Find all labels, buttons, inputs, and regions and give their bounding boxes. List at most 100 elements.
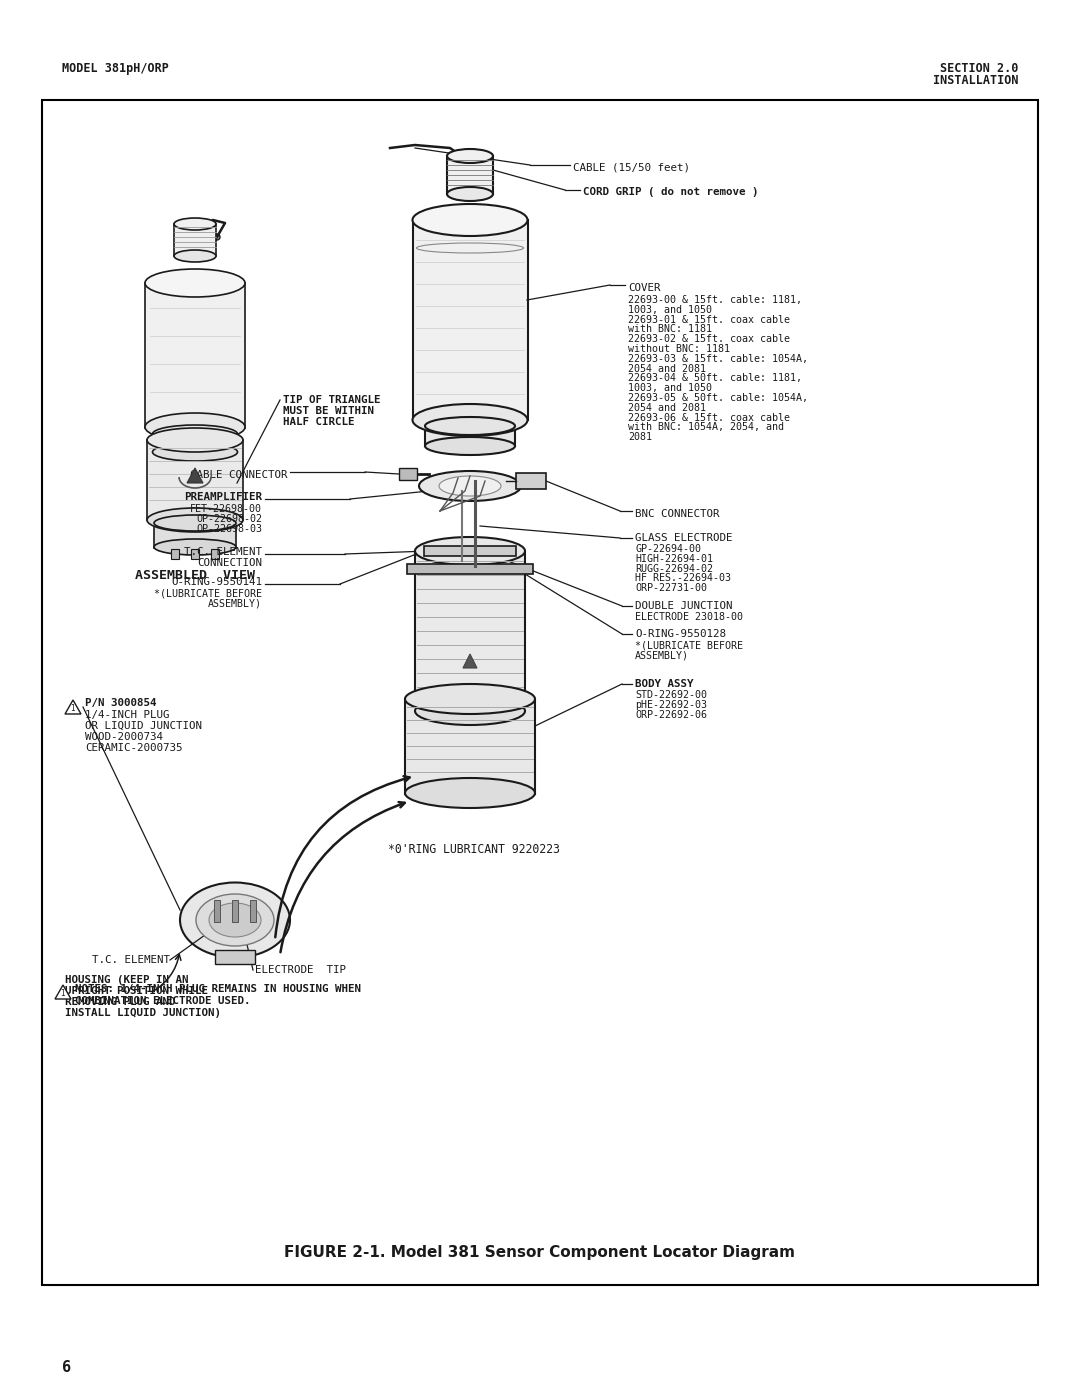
- Text: PREAMPLIFIER: PREAMPLIFIER: [184, 492, 262, 502]
- Ellipse shape: [447, 149, 492, 163]
- Text: CERAMIC-2000735: CERAMIC-2000735: [85, 743, 183, 753]
- Bar: [407, 564, 534, 574]
- Ellipse shape: [147, 427, 243, 453]
- Text: with BNC: 1054A, 2054, and: with BNC: 1054A, 2054, and: [627, 422, 784, 433]
- Bar: [424, 546, 516, 556]
- Text: RUGG-22694-02: RUGG-22694-02: [635, 563, 713, 574]
- Text: OR LIQUID JUNCTION: OR LIQUID JUNCTION: [85, 721, 202, 731]
- Bar: [174, 224, 216, 256]
- Text: COMBINATION ELECTRODE USED.: COMBINATION ELECTRODE USED.: [75, 996, 251, 1006]
- Bar: [399, 468, 417, 481]
- Ellipse shape: [415, 697, 525, 725]
- Text: ASSEMBLY): ASSEMBLY): [635, 650, 689, 659]
- Text: T.C. ELEMENT: T.C. ELEMENT: [184, 548, 262, 557]
- Bar: [405, 698, 535, 793]
- Text: MUST BE WITHIN: MUST BE WITHIN: [283, 407, 374, 416]
- Bar: [171, 549, 179, 559]
- Text: ORP-22692-06: ORP-22692-06: [635, 710, 707, 719]
- Text: INSTALL LIQUID JUNCTION): INSTALL LIQUID JUNCTION): [65, 1009, 221, 1018]
- Text: without BNC: 1181: without BNC: 1181: [627, 344, 730, 353]
- Text: 22693-04 & 50ft. cable: 1181,: 22693-04 & 50ft. cable: 1181,: [627, 373, 802, 383]
- Circle shape: [214, 235, 220, 240]
- Text: HOUSING (KEEP IN AN: HOUSING (KEEP IN AN: [65, 975, 189, 985]
- Text: 2054 and 2081: 2054 and 2081: [627, 363, 706, 373]
- Text: 22693-02 & 15ft. coax cable: 22693-02 & 15ft. coax cable: [627, 334, 789, 344]
- Bar: [447, 156, 492, 194]
- Text: 6: 6: [62, 1361, 71, 1375]
- Bar: [147, 440, 243, 520]
- Text: MODEL 381pH/ORP: MODEL 381pH/ORP: [62, 61, 168, 75]
- Bar: [154, 522, 237, 548]
- Text: CABLE (15/50 feet): CABLE (15/50 feet): [573, 162, 690, 172]
- Bar: [215, 950, 255, 964]
- Bar: [426, 426, 515, 446]
- Text: FET-22698-00: FET-22698-00: [190, 504, 262, 514]
- Text: ASSEMBLED  VIEW: ASSEMBLED VIEW: [135, 569, 255, 583]
- Bar: [249, 900, 256, 922]
- Ellipse shape: [180, 883, 291, 957]
- Ellipse shape: [405, 685, 535, 714]
- Text: pHE-22692-03: pHE-22692-03: [635, 700, 707, 710]
- Ellipse shape: [145, 414, 245, 441]
- Text: BODY ASSY: BODY ASSY: [635, 679, 693, 689]
- Text: 2081: 2081: [627, 432, 652, 443]
- Text: 1003, and 1050: 1003, and 1050: [627, 383, 712, 393]
- Bar: [153, 434, 238, 453]
- Ellipse shape: [415, 536, 525, 564]
- Ellipse shape: [152, 443, 238, 461]
- Text: 1: 1: [70, 704, 76, 712]
- Text: 22693-05 & 50ft. cable: 1054A,: 22693-05 & 50ft. cable: 1054A,: [627, 393, 808, 402]
- Text: 1/4-INCH PLUG: 1/4-INCH PLUG: [85, 710, 170, 719]
- Text: ORP-22731-00: ORP-22731-00: [635, 583, 707, 594]
- Ellipse shape: [405, 778, 535, 807]
- Polygon shape: [463, 654, 477, 668]
- Text: GP-22694-00: GP-22694-00: [635, 543, 701, 555]
- Text: STD-22692-00: STD-22692-00: [635, 690, 707, 700]
- Text: OP-22698-03: OP-22698-03: [195, 524, 262, 534]
- Text: NOTES: 1/4-INCH PLUG REMAINS IN HOUSING WHEN: NOTES: 1/4-INCH PLUG REMAINS IN HOUSING …: [75, 983, 361, 995]
- Ellipse shape: [426, 416, 515, 434]
- Polygon shape: [65, 700, 81, 714]
- Text: O-RING-9550128: O-RING-9550128: [635, 629, 726, 638]
- Text: *0'RING LUBRICANT 9220223: *0'RING LUBRICANT 9220223: [388, 842, 561, 856]
- Text: 22693-06 & 15ft. coax cable: 22693-06 & 15ft. coax cable: [627, 412, 789, 423]
- Text: 2054 and 2081: 2054 and 2081: [627, 402, 706, 412]
- Bar: [516, 474, 546, 489]
- Bar: [42, 101, 1038, 1285]
- Text: HF RES.-22694-03: HF RES.-22694-03: [635, 573, 731, 584]
- Ellipse shape: [413, 404, 527, 436]
- Polygon shape: [187, 468, 203, 483]
- Text: CORD GRIP ( do not remove ): CORD GRIP ( do not remove ): [583, 187, 758, 197]
- Text: TIP OF TRIANGLE: TIP OF TRIANGLE: [283, 395, 380, 405]
- Text: *(LUBRICATE BEFORE: *(LUBRICATE BEFORE: [635, 640, 743, 650]
- Text: INSTALLATION: INSTALLATION: [932, 74, 1018, 87]
- Text: ASSEMBLY): ASSEMBLY): [208, 598, 262, 608]
- Circle shape: [456, 154, 464, 162]
- Ellipse shape: [154, 515, 237, 531]
- Text: 22693-01 & 15ft. coax cable: 22693-01 & 15ft. coax cable: [627, 314, 789, 324]
- Text: *(LUBRICATE BEFORE: *(LUBRICATE BEFORE: [154, 588, 262, 598]
- Ellipse shape: [438, 476, 501, 496]
- Bar: [191, 549, 199, 559]
- Ellipse shape: [174, 218, 216, 231]
- Text: COVER: COVER: [627, 284, 661, 293]
- Ellipse shape: [419, 471, 521, 502]
- Ellipse shape: [147, 509, 243, 532]
- Ellipse shape: [154, 539, 237, 555]
- Ellipse shape: [447, 187, 492, 201]
- Text: DOUBLE JUNCTION: DOUBLE JUNCTION: [635, 601, 732, 610]
- Ellipse shape: [145, 270, 245, 298]
- Text: HALF CIRCLE: HALF CIRCLE: [283, 416, 354, 427]
- Ellipse shape: [210, 902, 261, 937]
- Text: GLASS ELECTRODE: GLASS ELECTRODE: [635, 534, 732, 543]
- Text: P/N 3000854: P/N 3000854: [85, 698, 157, 708]
- Bar: [214, 900, 220, 922]
- Bar: [415, 550, 525, 711]
- Text: REMOVING PLUG AND: REMOVING PLUG AND: [65, 997, 175, 1007]
- Text: ELECTRODE  TIP: ELECTRODE TIP: [255, 965, 346, 975]
- Polygon shape: [55, 985, 71, 999]
- Text: 1: 1: [60, 989, 66, 997]
- Ellipse shape: [152, 425, 238, 443]
- Text: WOOD-2000734: WOOD-2000734: [85, 732, 163, 742]
- Text: FIGURE 2-1. Model 381 Sensor Component Locator Diagram: FIGURE 2-1. Model 381 Sensor Component L…: [284, 1245, 796, 1260]
